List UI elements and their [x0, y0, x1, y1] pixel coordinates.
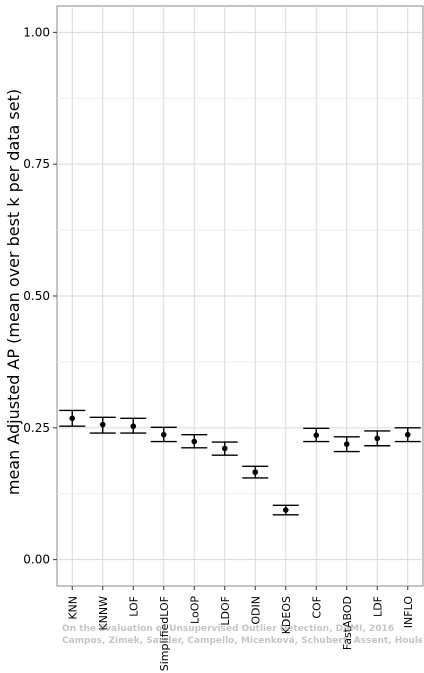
x-tick-label: ODIN: [249, 596, 262, 625]
x-tick-label: LOF: [127, 596, 140, 617]
y-axis-ticks: 0.00 0.25 0.50 0.75 1.00: [23, 25, 57, 567]
mean-point: [404, 431, 411, 438]
watermark-line-2: Campos, Zimek, Sander, Campello, Micenko…: [62, 636, 422, 646]
x-tick-label: COF: [310, 596, 323, 619]
mean-point: [69, 415, 76, 422]
y-tick-label: 0.25: [23, 421, 50, 435]
mean-point: [99, 421, 106, 428]
mean-point: [282, 507, 289, 513]
data-marks: [59, 409, 421, 516]
grid: [57, 6, 423, 586]
x-axis-ticks: KNN KNNW LOF SimplifiedLOF LoOP LDOF ODIN KDEOS…: [66, 586, 415, 671]
y-tick-label: 0.00: [23, 553, 50, 567]
x-tick-label: KNN: [66, 596, 79, 620]
mean-point: [374, 435, 381, 442]
x-tick-label: KNNW: [97, 596, 110, 631]
x-tick-label: SimplifiedLOF: [158, 596, 171, 671]
mean-point: [252, 469, 259, 475]
mean-point: [191, 438, 198, 445]
mean-point: [221, 445, 228, 452]
mean-point: [313, 432, 320, 439]
mean-point: [160, 431, 167, 438]
x-tick-label: LDF: [371, 596, 384, 617]
y-tick-label: 0.50: [23, 289, 50, 303]
x-tick-label: LDOF: [219, 596, 232, 626]
mean-point: [130, 423, 137, 430]
x-tick-label: FastABOD: [341, 596, 354, 650]
y-tick-label: 1.00: [23, 25, 50, 39]
y-tick-label: 0.75: [23, 157, 50, 171]
y-axis-title: mean Adjusted AP (mean over best k per d…: [4, 89, 23, 495]
x-tick-label: LoOP: [188, 596, 201, 624]
x-tick-label: INFLO: [402, 596, 415, 629]
watermark: On the Evaluation of Unsupervised Outlie…: [62, 623, 422, 647]
watermark-line-1: On the Evaluation of Unsupervised Outlie…: [62, 624, 394, 634]
mean-point: [343, 441, 350, 447]
x-tick-label: KDEOS: [280, 596, 293, 634]
